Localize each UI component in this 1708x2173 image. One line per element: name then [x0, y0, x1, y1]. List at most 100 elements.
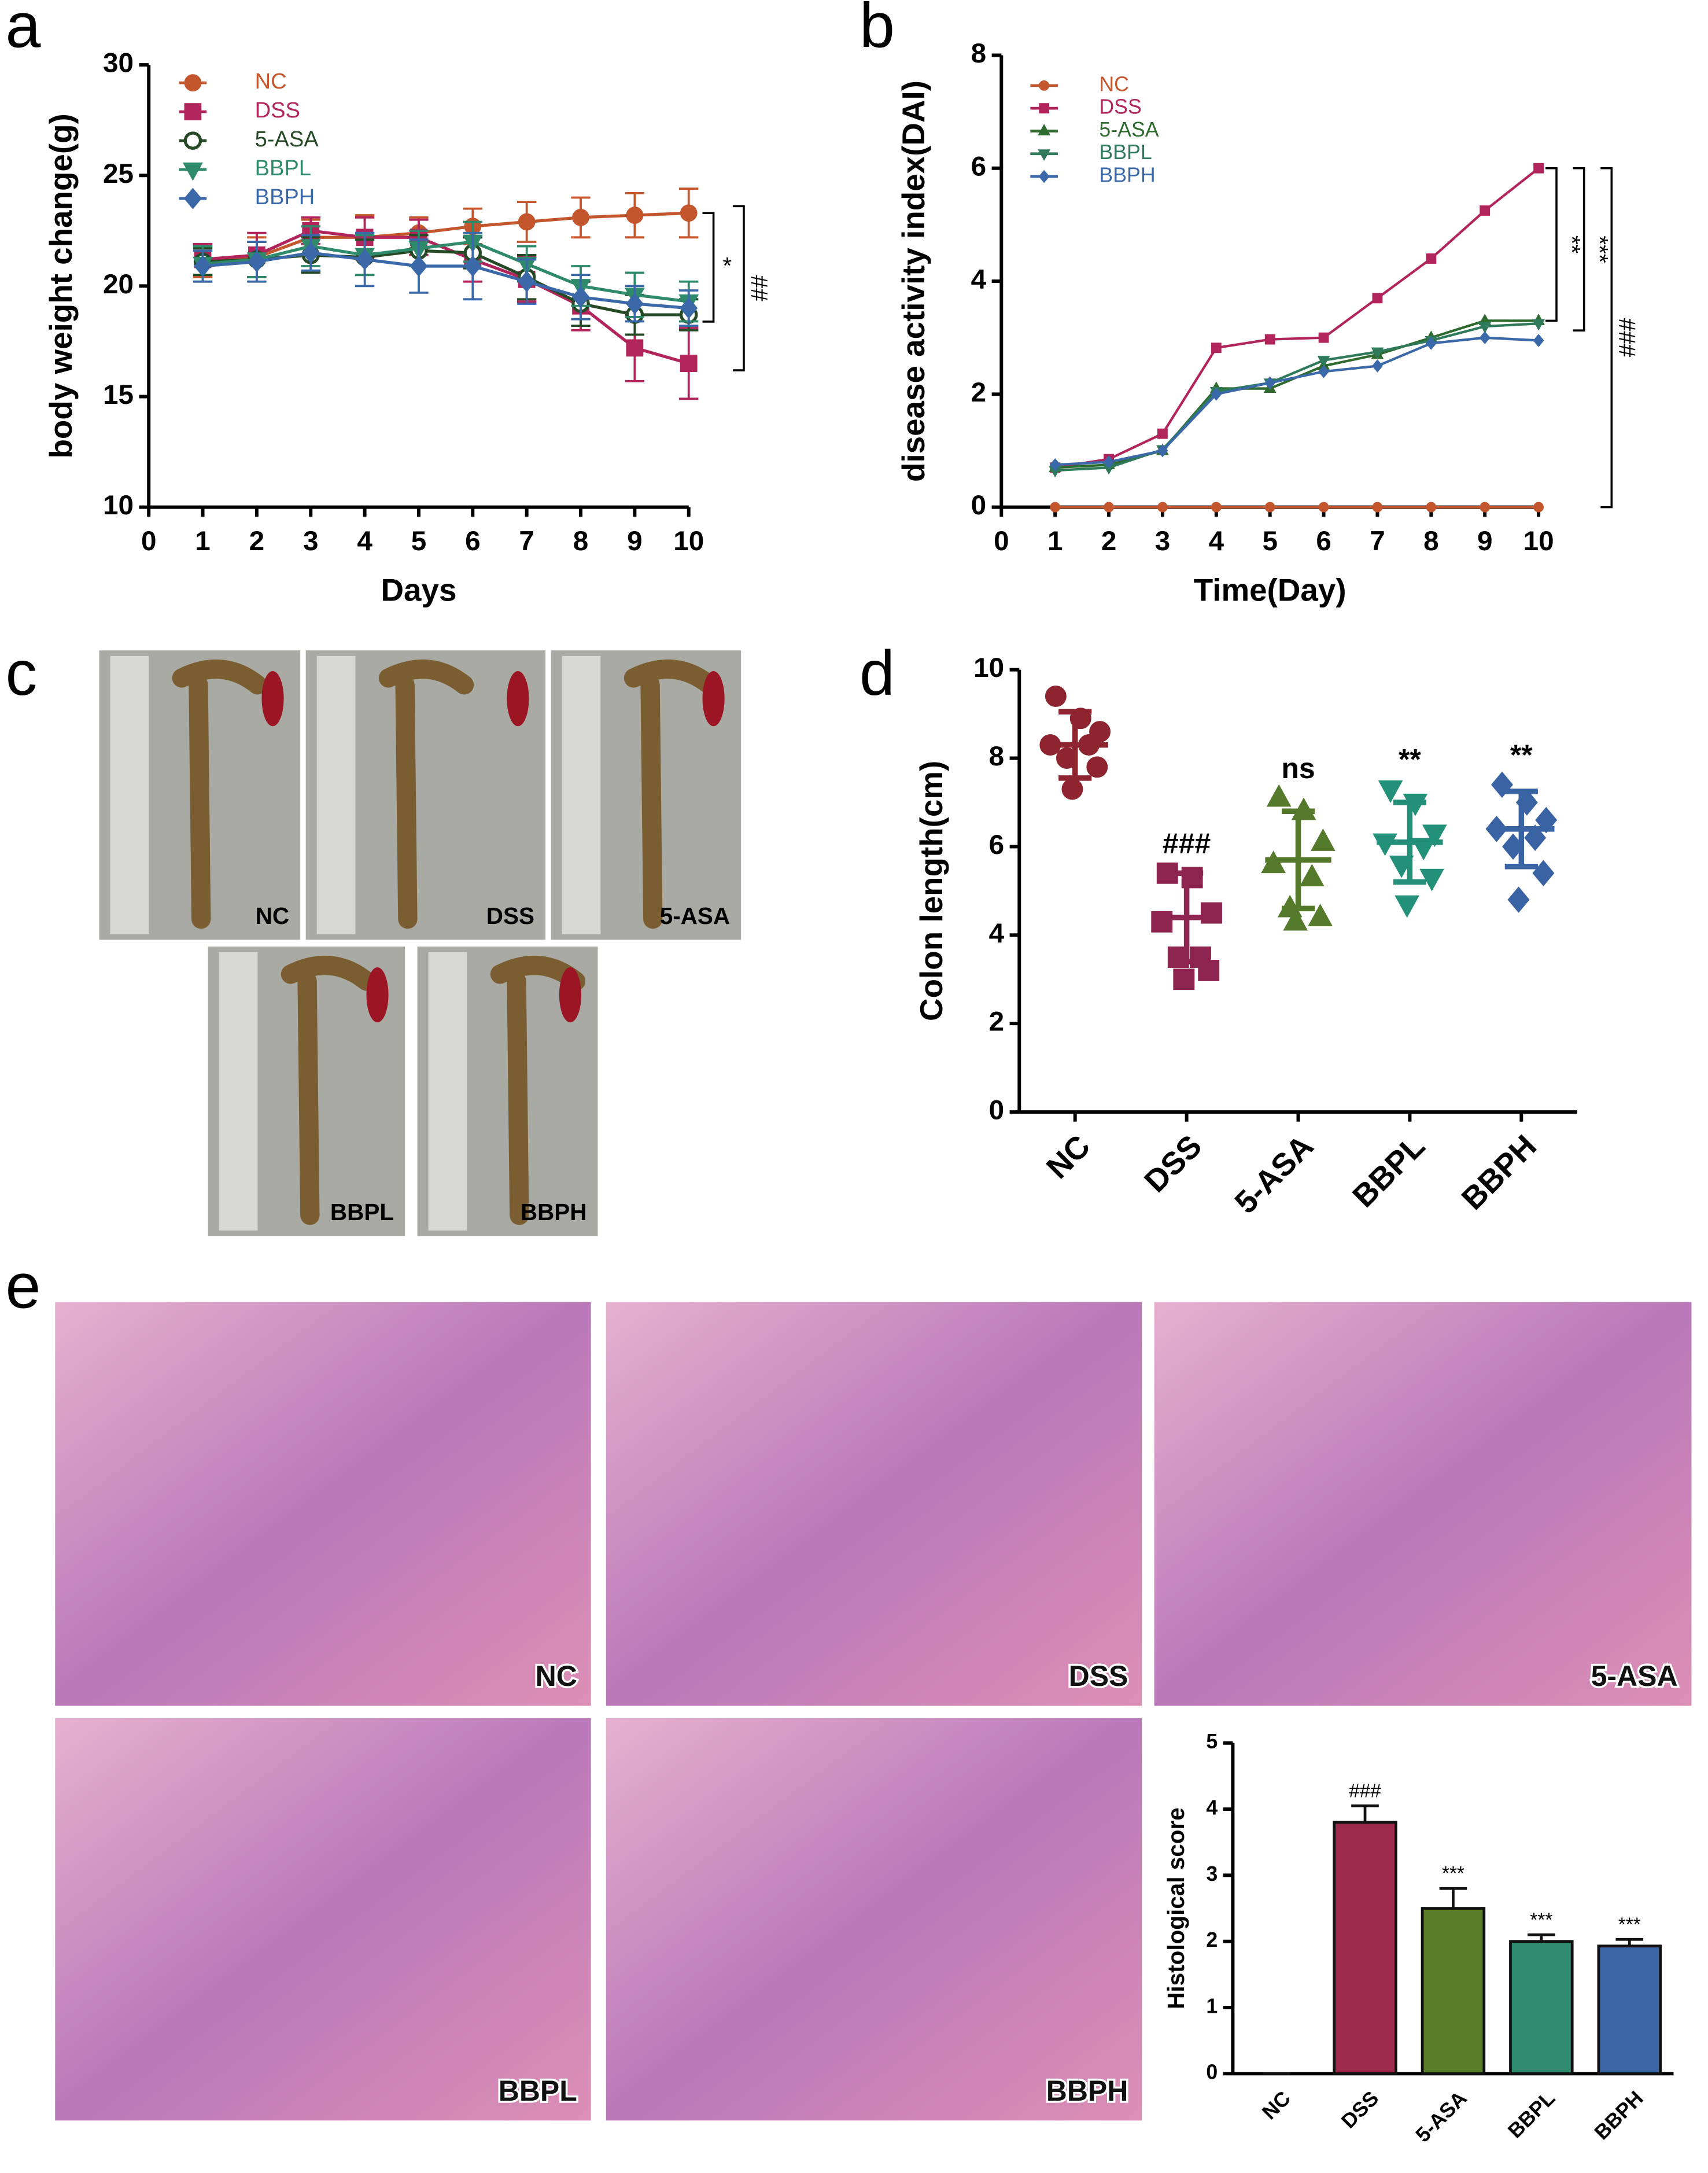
y-axis-label: body weight change(g): [43, 113, 79, 458]
marker: [184, 74, 202, 91]
histology-image: [55, 1718, 591, 2121]
x-tick-label: 0: [994, 526, 1009, 557]
ruler: [562, 655, 601, 934]
marker: [625, 293, 644, 315]
marker: [1157, 502, 1168, 513]
colon: [172, 660, 268, 929]
sd-bar: [1504, 789, 1538, 870]
marker: [1371, 347, 1384, 359]
significance-label: ###: [1614, 318, 1640, 358]
spleen: [261, 671, 284, 727]
spleen: [507, 671, 529, 727]
marker: [571, 286, 590, 308]
y-tick-label: 30: [103, 48, 134, 79]
significance-label: ***: [1442, 1863, 1464, 1884]
marker: [518, 213, 536, 231]
ruler: [428, 952, 467, 1231]
significance-label: ###: [1163, 827, 1211, 860]
marker: [1061, 778, 1083, 800]
bar: [1421, 1907, 1486, 2075]
sd-bar: [1170, 870, 1204, 964]
x-tick-label: 9: [627, 526, 642, 557]
panel-label: c: [6, 638, 38, 709]
marker: [1049, 458, 1061, 472]
error-bar: [1615, 1938, 1644, 1946]
marker: [1426, 253, 1437, 264]
ruler: [219, 952, 258, 1231]
marker: [1211, 387, 1222, 401]
marker: [1264, 502, 1275, 513]
photo-label: BBPH: [521, 1199, 587, 1225]
histology-image: [606, 1302, 1142, 1706]
marker: [572, 209, 589, 226]
marker: [1371, 359, 1383, 373]
marker: [1308, 903, 1333, 926]
marker: [1103, 455, 1115, 469]
bar: [1509, 1940, 1574, 2075]
significance-label: ***: [1530, 1909, 1552, 1931]
series-line: [202, 229, 689, 365]
x-tick-label: 10: [1523, 526, 1554, 557]
marker: [680, 204, 698, 222]
x-axis-label: Time(Day): [1194, 572, 1347, 608]
marker: [680, 297, 698, 319]
marker: [626, 207, 644, 224]
y-tick-label: 0: [1206, 2061, 1218, 2084]
x-tick-label: 8: [1423, 526, 1438, 557]
marker: [1038, 124, 1051, 135]
marker: [1372, 502, 1383, 513]
marker: [1039, 103, 1050, 114]
marker: [1479, 331, 1491, 345]
marker: [1050, 502, 1061, 513]
marker: [1299, 864, 1325, 887]
y-tick-label: 4: [971, 264, 987, 295]
marker: [1395, 895, 1420, 918]
x-tick-label: 8: [573, 526, 588, 557]
marker: [1532, 860, 1555, 887]
legend-label: BBPH: [255, 185, 315, 209]
marker: [626, 339, 644, 357]
significance-label: ##: [746, 275, 773, 302]
marker: [183, 187, 202, 209]
colon: [281, 956, 377, 1225]
y-tick-label: 2: [989, 1007, 1004, 1037]
colon: [624, 660, 720, 929]
marker: [356, 249, 374, 271]
y-tick-label: 0: [971, 490, 986, 521]
y-tick-label: 4: [1206, 1796, 1218, 1820]
photo-label: 5-ASA: [1591, 1660, 1678, 1692]
significance-label: ***: [1618, 1914, 1641, 1935]
marker: [1317, 356, 1330, 368]
significance-label: ***: [1587, 235, 1613, 263]
y-tick-label: 20: [103, 269, 134, 300]
marker: [1173, 968, 1195, 990]
legend-label: BBPL: [1099, 141, 1152, 164]
x-tick-label: 0: [141, 526, 156, 557]
legend-label: BBPL: [255, 156, 311, 181]
marker: [182, 162, 203, 181]
x-tick-label: 10: [673, 526, 704, 557]
y-tick-label: 6: [971, 151, 986, 182]
y-tick-label: 8: [971, 38, 986, 69]
marker: [518, 271, 536, 293]
x-tick-label: 6: [1316, 526, 1331, 557]
photo-label: DSS: [486, 903, 534, 929]
spleen: [366, 967, 389, 1023]
marker: [1039, 80, 1050, 91]
y-tick-label: 10: [973, 653, 1004, 683]
significance-bracket: [732, 205, 745, 371]
marker: [1283, 908, 1308, 931]
y-tick-label: 3: [1206, 1862, 1218, 1885]
histology-image: [606, 1718, 1142, 2121]
series-line: [202, 251, 689, 310]
marker: [1038, 170, 1050, 183]
marker: [1533, 163, 1544, 174]
marker: [1378, 780, 1403, 803]
marker: [1318, 332, 1329, 343]
y-axis-label: Histological score: [1163, 1807, 1189, 2009]
marker: [183, 131, 202, 150]
significance-bracket: [1600, 167, 1613, 509]
legend-label: 5-ASA: [255, 127, 319, 152]
marker: [1480, 205, 1491, 216]
